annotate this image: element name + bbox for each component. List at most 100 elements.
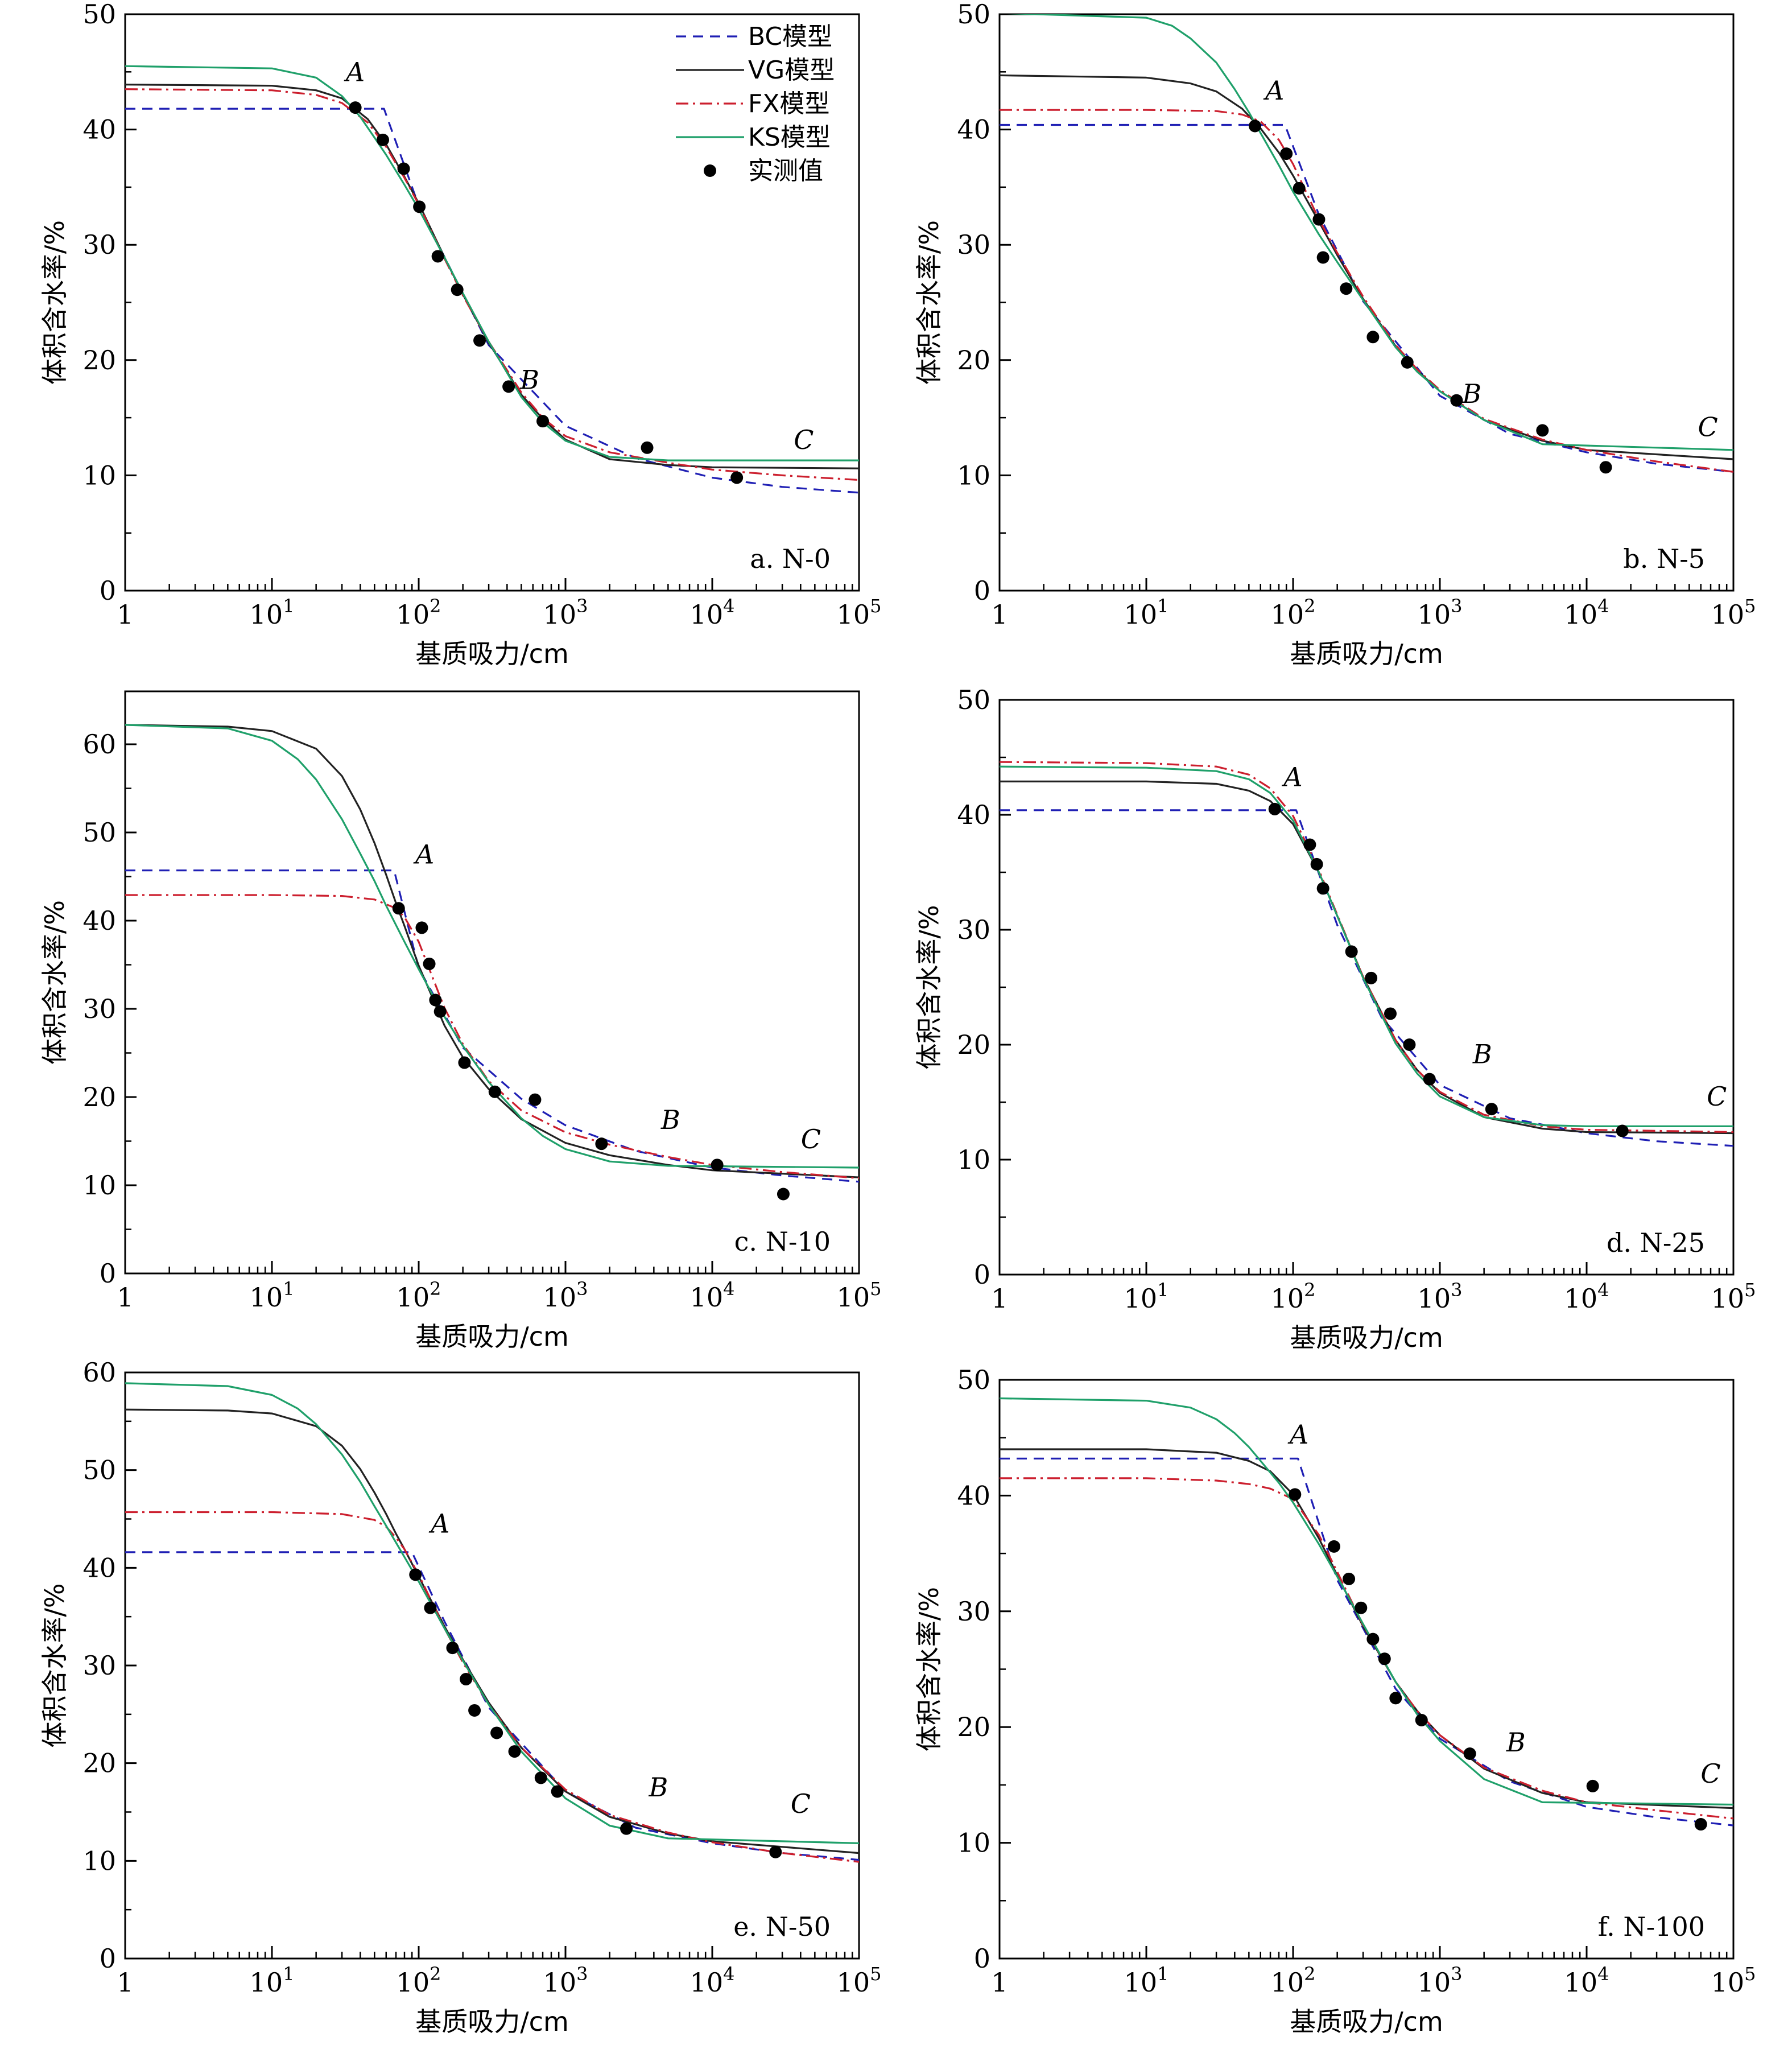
chart-panel-5: 1 101 102 103 104 1050102030405060基质吸力/cm体积含水…	[39, 1357, 881, 2037]
observed-point	[1289, 1488, 1302, 1501]
x-tick-base: 10	[837, 1282, 870, 1313]
x-axis-title: 基质吸力/cm	[1290, 1322, 1443, 1353]
observed-point	[730, 471, 744, 484]
y-tick-label: 40	[957, 799, 990, 830]
x-tick-label: 101	[1124, 1279, 1169, 1314]
y-tick-label: 40	[957, 114, 990, 145]
x-tick-exponent: 1	[283, 1278, 294, 1300]
x-tick-label: 103	[1418, 1963, 1463, 1998]
observed-point	[1293, 182, 1306, 195]
x-tick-exponent: 3	[1451, 1963, 1462, 1985]
y-tick-label: 50	[957, 1364, 990, 1395]
y-tick-label: 30	[957, 229, 990, 260]
panel-label: c. N-10	[734, 1226, 831, 1257]
x-tick-base: 10	[397, 1967, 430, 1998]
series-line-fx	[125, 1511, 859, 1863]
observed-point	[1343, 1572, 1356, 1585]
observed-point	[1345, 945, 1358, 958]
observed-point	[415, 921, 428, 934]
x-tick-exponent: 2	[430, 595, 441, 617]
x-tick-label: 101	[250, 1963, 295, 1998]
series-line-vg	[1000, 780, 1733, 1135]
x-tick-base: 1	[991, 599, 1008, 630]
y-axis-title: 体积含水率/%	[914, 905, 944, 1069]
observed-point	[1586, 1779, 1599, 1792]
curve-point-label-a: A	[1281, 762, 1302, 793]
panel-label: e. N-50	[733, 1911, 831, 1942]
observed-point	[468, 1704, 481, 1717]
observed-point	[1599, 461, 1612, 474]
y-tick-label: 0	[100, 1258, 116, 1289]
series-line-fx	[1000, 109, 1733, 473]
observed-point	[1366, 331, 1380, 344]
legend-label: VG模型	[748, 56, 835, 85]
chart-panel-1: 1 101 102 103 104 10501020304050基质吸力/cm体积含水率/…	[39, 0, 881, 669]
curve-point-label-a: A	[1287, 1419, 1308, 1450]
observed-point	[1450, 394, 1463, 407]
x-tick-exponent: 5	[1744, 1963, 1756, 1985]
curve-point-label-c: C	[801, 1124, 821, 1155]
series-line-bc	[125, 869, 859, 1183]
series-line-bc	[1000, 123, 1733, 473]
x-tick-label: 1	[991, 599, 1008, 630]
x-tick-exponent: 1	[283, 595, 294, 617]
x-tick-base: 10	[690, 1967, 724, 1998]
x-tick-label: 102	[397, 1963, 441, 1998]
observed-point	[458, 1056, 471, 1069]
panel-label: a. N-0	[750, 543, 831, 574]
observed-point	[1365, 971, 1378, 984]
series-line-vg	[125, 1408, 859, 1854]
observed-point	[490, 1726, 503, 1739]
series-line-bc	[1000, 809, 1733, 1147]
x-tick-base: 1	[991, 1967, 1008, 1998]
x-tick-label: 103	[543, 1963, 588, 1998]
observed-point	[1463, 1747, 1476, 1760]
curve-point-label-a: A	[1263, 75, 1284, 106]
x-tick-base: 10	[1271, 599, 1304, 630]
x-tick-exponent: 5	[870, 595, 881, 617]
curve-point-label-c: C	[794, 424, 814, 455]
x-tick-label: 1	[991, 1967, 1008, 1998]
x-tick-base: 10	[1564, 599, 1598, 630]
x-tick-label: 1	[117, 1282, 133, 1313]
plot-frame	[124, 690, 860, 1275]
x-tick-exponent: 3	[1451, 595, 1462, 617]
series-group	[125, 724, 859, 1183]
x-tick-exponent: 4	[1597, 595, 1609, 617]
y-tick-label: 30	[82, 1650, 116, 1681]
y-tick-label: 0	[974, 575, 990, 606]
series-line-ks	[125, 724, 859, 1169]
observed-point	[1616, 1124, 1629, 1137]
x-tick-base: 10	[1711, 1283, 1745, 1314]
x-tick-label: 104	[1564, 1963, 1609, 1998]
y-tick-label: 50	[82, 0, 116, 30]
x-tick-base: 10	[1418, 1283, 1451, 1314]
x-tick-label: 101	[250, 595, 295, 630]
legend-label: FX模型	[748, 89, 829, 118]
observed-point	[1401, 356, 1414, 369]
x-tick-label: 105	[837, 595, 882, 630]
observed-point	[595, 1137, 608, 1151]
legend-item-fx: FX模型	[676, 89, 829, 118]
observed-point	[397, 162, 410, 175]
y-tick-label: 10	[82, 1170, 116, 1201]
legend-item-obs: 实测值	[704, 156, 823, 185]
legend-marker	[704, 164, 716, 177]
observed-point	[488, 1085, 501, 1098]
x-tick-exponent: 4	[1597, 1963, 1609, 1985]
observed-point	[502, 380, 515, 393]
series-group	[125, 1382, 859, 1863]
observed-point	[1303, 838, 1316, 851]
x-tick-exponent: 3	[1451, 1279, 1462, 1301]
x-tick-base: 10	[397, 599, 430, 630]
y-tick-label: 40	[82, 905, 116, 936]
y-tick-label: 20	[957, 1712, 990, 1742]
x-tick-base: 10	[250, 1282, 283, 1313]
x-tick-label: 105	[837, 1963, 882, 1998]
x-axis-title: 基质吸力/cm	[415, 2006, 569, 2037]
curve-point-label-c: C	[1707, 1081, 1727, 1112]
x-tick-exponent: 1	[1157, 595, 1168, 617]
x-tick-base: 10	[543, 599, 577, 630]
x-tick-base: 10	[1271, 1283, 1304, 1314]
